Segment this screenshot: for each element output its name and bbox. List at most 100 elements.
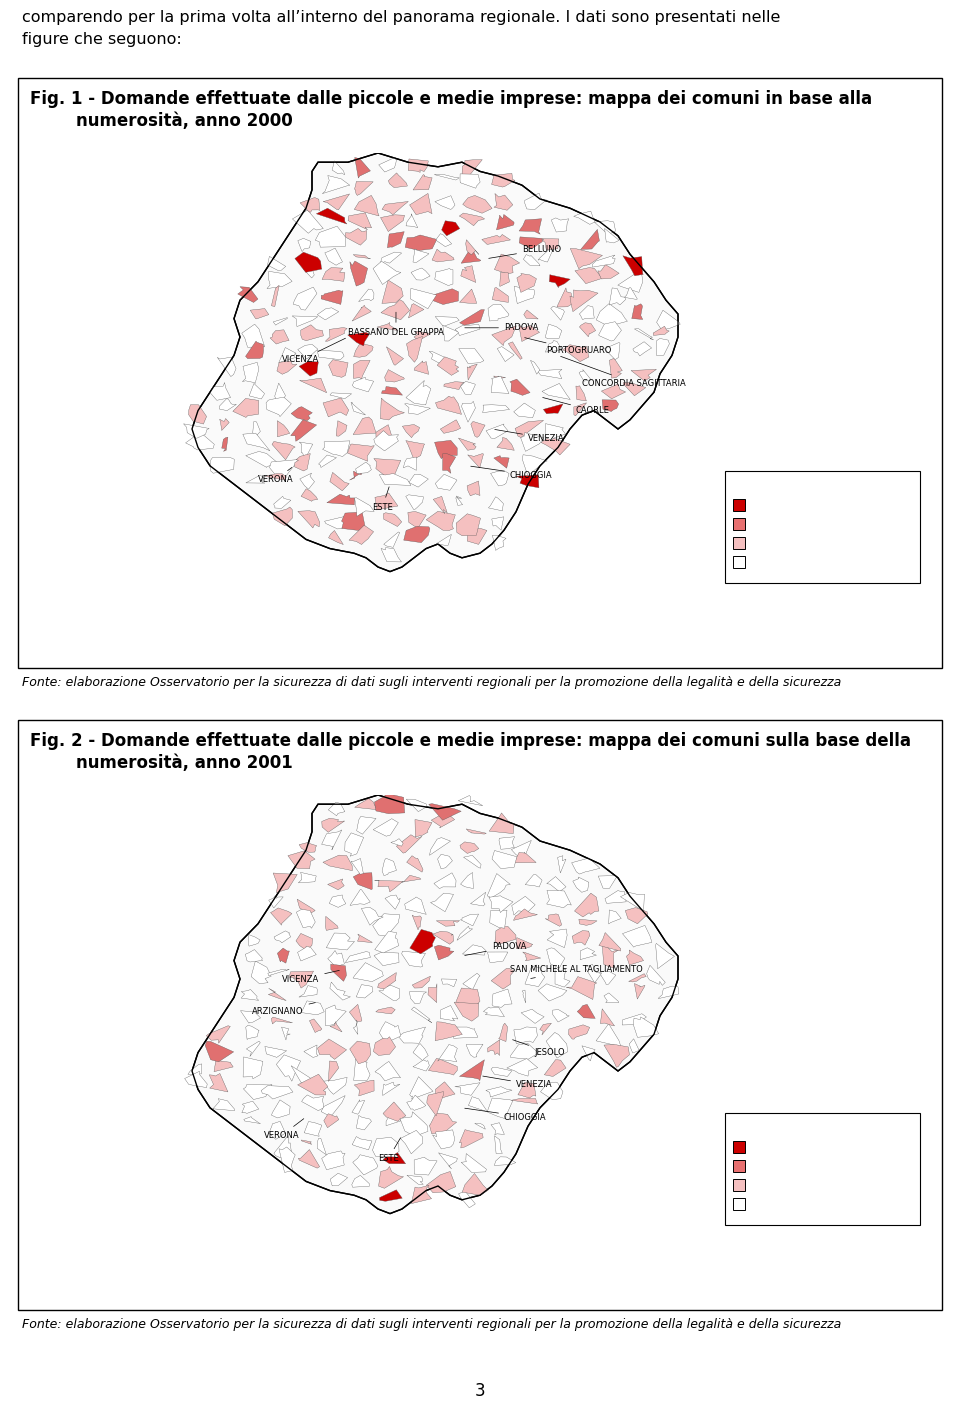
- Polygon shape: [292, 316, 318, 326]
- Polygon shape: [489, 496, 503, 510]
- Polygon shape: [322, 1078, 348, 1095]
- Polygon shape: [298, 899, 315, 913]
- Text: ESTE: ESTE: [372, 486, 393, 512]
- Polygon shape: [324, 516, 351, 529]
- Polygon shape: [493, 455, 509, 468]
- Polygon shape: [557, 288, 573, 308]
- Polygon shape: [460, 309, 485, 325]
- Polygon shape: [464, 855, 481, 868]
- Polygon shape: [455, 325, 480, 336]
- Polygon shape: [545, 424, 565, 441]
- Polygon shape: [545, 340, 562, 352]
- Polygon shape: [488, 305, 509, 320]
- Polygon shape: [324, 1113, 339, 1127]
- Polygon shape: [373, 458, 400, 475]
- Polygon shape: [570, 289, 598, 312]
- Text: JESOLO: JESOLO: [513, 1039, 564, 1056]
- Polygon shape: [268, 988, 286, 1001]
- Polygon shape: [404, 404, 430, 414]
- Polygon shape: [601, 384, 626, 398]
- Polygon shape: [299, 986, 317, 997]
- Polygon shape: [519, 218, 541, 234]
- Polygon shape: [551, 218, 568, 233]
- Polygon shape: [474, 1123, 486, 1129]
- Polygon shape: [356, 1116, 372, 1130]
- Polygon shape: [413, 1044, 428, 1061]
- Polygon shape: [620, 892, 644, 912]
- Text: VERONA: VERONA: [258, 468, 294, 484]
- Polygon shape: [610, 288, 626, 305]
- Polygon shape: [512, 841, 531, 858]
- Text: nessuna domanda: nessuna domanda: [751, 557, 841, 567]
- Polygon shape: [492, 376, 509, 394]
- Polygon shape: [490, 910, 507, 929]
- Bar: [18, 720, 942, 1310]
- Polygon shape: [491, 471, 509, 486]
- Polygon shape: [500, 272, 510, 286]
- Polygon shape: [574, 893, 599, 917]
- Polygon shape: [325, 916, 338, 930]
- Polygon shape: [429, 804, 461, 820]
- Polygon shape: [386, 1116, 401, 1126]
- Bar: [725, 471, 920, 583]
- Polygon shape: [407, 474, 428, 488]
- Polygon shape: [482, 234, 511, 244]
- Polygon shape: [488, 1098, 513, 1119]
- Polygon shape: [219, 398, 236, 411]
- Polygon shape: [431, 811, 455, 828]
- Polygon shape: [456, 496, 463, 505]
- Polygon shape: [443, 325, 459, 340]
- Polygon shape: [379, 986, 399, 1001]
- Text: (4): (4): [901, 501, 915, 510]
- Polygon shape: [574, 403, 587, 415]
- Polygon shape: [242, 325, 265, 347]
- Polygon shape: [240, 1011, 260, 1024]
- Text: (222): (222): [889, 537, 915, 547]
- Polygon shape: [379, 1021, 401, 1042]
- Polygon shape: [377, 322, 398, 330]
- Polygon shape: [496, 214, 514, 230]
- Polygon shape: [274, 318, 287, 325]
- Text: CHIOGGIA: CHIOGGIA: [465, 1109, 546, 1122]
- Polygon shape: [265, 1046, 287, 1058]
- Polygon shape: [563, 345, 588, 362]
- Polygon shape: [580, 947, 596, 960]
- Polygon shape: [461, 265, 476, 282]
- Polygon shape: [436, 234, 451, 247]
- Polygon shape: [625, 908, 648, 923]
- Polygon shape: [213, 1099, 234, 1110]
- Polygon shape: [317, 350, 344, 360]
- Polygon shape: [354, 498, 374, 516]
- Text: BASSANO DEL GRAPPA: BASSANO DEL GRAPPA: [348, 312, 444, 337]
- Polygon shape: [328, 803, 345, 815]
- Polygon shape: [413, 174, 432, 190]
- Polygon shape: [516, 937, 533, 949]
- Polygon shape: [351, 858, 364, 875]
- Polygon shape: [382, 279, 403, 303]
- Polygon shape: [486, 1086, 512, 1098]
- Polygon shape: [264, 474, 286, 481]
- Polygon shape: [288, 851, 315, 869]
- Text: SAN MICHELE AL TAGLIAMENTO: SAN MICHELE AL TAGLIAMENTO: [510, 966, 643, 978]
- Polygon shape: [352, 1100, 365, 1115]
- Polygon shape: [576, 386, 587, 401]
- Polygon shape: [433, 932, 454, 944]
- Polygon shape: [516, 475, 539, 488]
- Polygon shape: [582, 1046, 595, 1061]
- Polygon shape: [599, 971, 615, 984]
- Polygon shape: [493, 193, 513, 210]
- Polygon shape: [373, 431, 398, 451]
- Polygon shape: [483, 404, 510, 413]
- Polygon shape: [389, 173, 407, 187]
- Polygon shape: [372, 1137, 399, 1157]
- Polygon shape: [206, 1025, 230, 1044]
- Polygon shape: [453, 1027, 478, 1038]
- Polygon shape: [414, 332, 431, 340]
- Polygon shape: [514, 909, 538, 920]
- Polygon shape: [460, 1059, 485, 1081]
- Polygon shape: [300, 325, 324, 340]
- Polygon shape: [402, 424, 420, 438]
- Polygon shape: [330, 472, 349, 491]
- Polygon shape: [512, 1099, 538, 1105]
- Text: nessuna domanda: nessuna domanda: [751, 1200, 841, 1210]
